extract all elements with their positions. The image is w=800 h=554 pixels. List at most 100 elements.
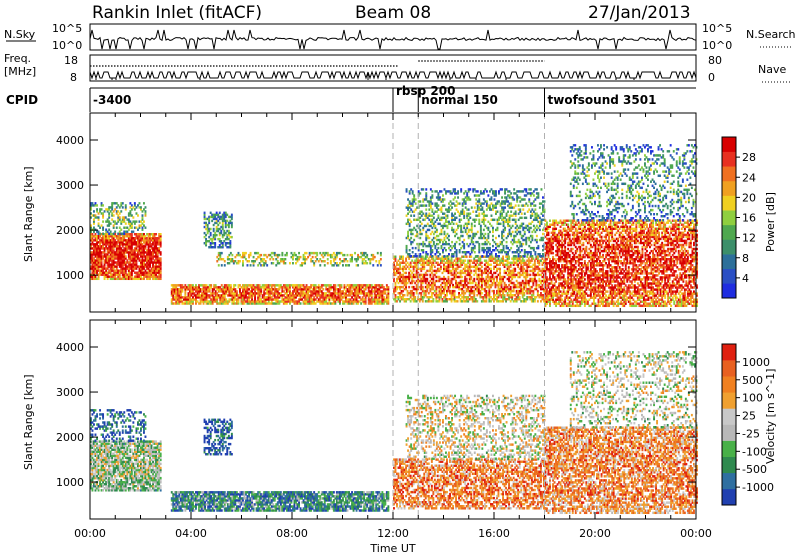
power-cell — [295, 262, 297, 265]
power-cell — [150, 269, 153, 272]
power-cell — [207, 294, 210, 297]
power-cell — [360, 298, 363, 301]
power-cell — [111, 275, 114, 278]
power-cell — [332, 288, 335, 291]
power-cell — [115, 249, 118, 252]
power-cell — [97, 212, 100, 215]
power-cell — [378, 290, 381, 293]
power-cell — [319, 258, 322, 261]
power-cell — [226, 262, 229, 265]
power-cell — [91, 253, 94, 256]
power-cell — [363, 288, 366, 291]
power-cell — [440, 259, 442, 262]
power-cell — [352, 298, 355, 301]
power-cell — [129, 249, 132, 252]
power-cell — [406, 275, 409, 279]
power-cell — [141, 245, 144, 248]
power-cell — [216, 300, 219, 303]
power-cell — [302, 296, 305, 299]
power-cell — [311, 302, 314, 305]
power-cell — [114, 235, 117, 238]
power-cell — [290, 251, 293, 255]
power-cell — [331, 264, 334, 267]
power-cell — [129, 257, 132, 260]
power-cell — [360, 292, 363, 295]
power-cell — [292, 253, 294, 257]
power-cell — [429, 232, 432, 236]
power-cell — [203, 221, 206, 225]
power-cell — [150, 247, 153, 250]
power-cell — [141, 239, 144, 242]
power-cell — [317, 286, 320, 289]
power-cell — [307, 286, 310, 289]
power-cell — [123, 273, 126, 276]
power-cell — [257, 286, 260, 289]
power-cell — [484, 218, 487, 222]
power-cell — [431, 194, 434, 197]
power-cell — [292, 300, 294, 303]
power-cell — [146, 271, 149, 274]
date-label: 27/Jan/2013 — [588, 3, 691, 23]
power-cell — [114, 202, 117, 205]
power-cell — [399, 275, 402, 279]
power-cell — [296, 292, 299, 295]
power-cell — [221, 221, 224, 225]
power-cell — [372, 253, 375, 257]
power-cell — [127, 255, 130, 258]
power-cell — [214, 284, 217, 287]
power-cell — [99, 249, 102, 252]
power-cell — [319, 251, 322, 255]
power-cell — [140, 241, 142, 244]
power-cell — [123, 218, 126, 221]
power-cell — [117, 273, 120, 276]
power-cell — [223, 292, 226, 295]
power-cell — [334, 294, 337, 297]
power-cell — [289, 300, 291, 303]
power-cell — [311, 255, 314, 259]
cpid-segment-label: normal 150 — [421, 93, 498, 107]
power-cell — [279, 294, 282, 297]
power-cell — [140, 206, 142, 209]
power-cell — [420, 277, 423, 281]
power-cell — [195, 284, 197, 287]
power-cell — [425, 208, 428, 211]
power-cell — [426, 296, 429, 299]
power-cell — [423, 261, 426, 265]
power-cell — [109, 247, 112, 250]
power-cell — [310, 298, 313, 301]
power-cell — [208, 227, 211, 231]
power-cell — [243, 251, 246, 255]
power-cell — [218, 227, 221, 231]
power-cell — [124, 208, 127, 211]
power-cell — [302, 292, 305, 295]
power-cell — [455, 200, 458, 203]
power-cell — [141, 216, 144, 219]
power-cell — [257, 284, 260, 287]
power-cell — [90, 204, 92, 207]
power-cell — [219, 294, 222, 297]
power-cell — [240, 300, 243, 303]
power-cell — [334, 300, 337, 303]
power-cell — [207, 286, 210, 289]
power-cell — [99, 273, 102, 276]
power-cell — [316, 290, 319, 293]
power-cell — [304, 294, 307, 297]
power-cell — [455, 208, 458, 211]
power-cell — [413, 214, 416, 217]
power-cell — [343, 288, 346, 291]
power-cell — [282, 302, 285, 305]
power-cell — [473, 244, 476, 248]
power-cell — [281, 286, 284, 289]
power-cell — [181, 300, 184, 303]
power-cell — [100, 265, 103, 268]
power-cell — [254, 288, 257, 291]
power-cell — [257, 288, 260, 291]
power-cell — [190, 286, 193, 289]
power-cell — [394, 283, 397, 287]
power-cell — [302, 300, 305, 303]
power-cell — [156, 241, 159, 244]
power-cell — [137, 273, 139, 276]
power-cell — [94, 271, 97, 274]
cpid-label: CPID — [6, 93, 38, 107]
